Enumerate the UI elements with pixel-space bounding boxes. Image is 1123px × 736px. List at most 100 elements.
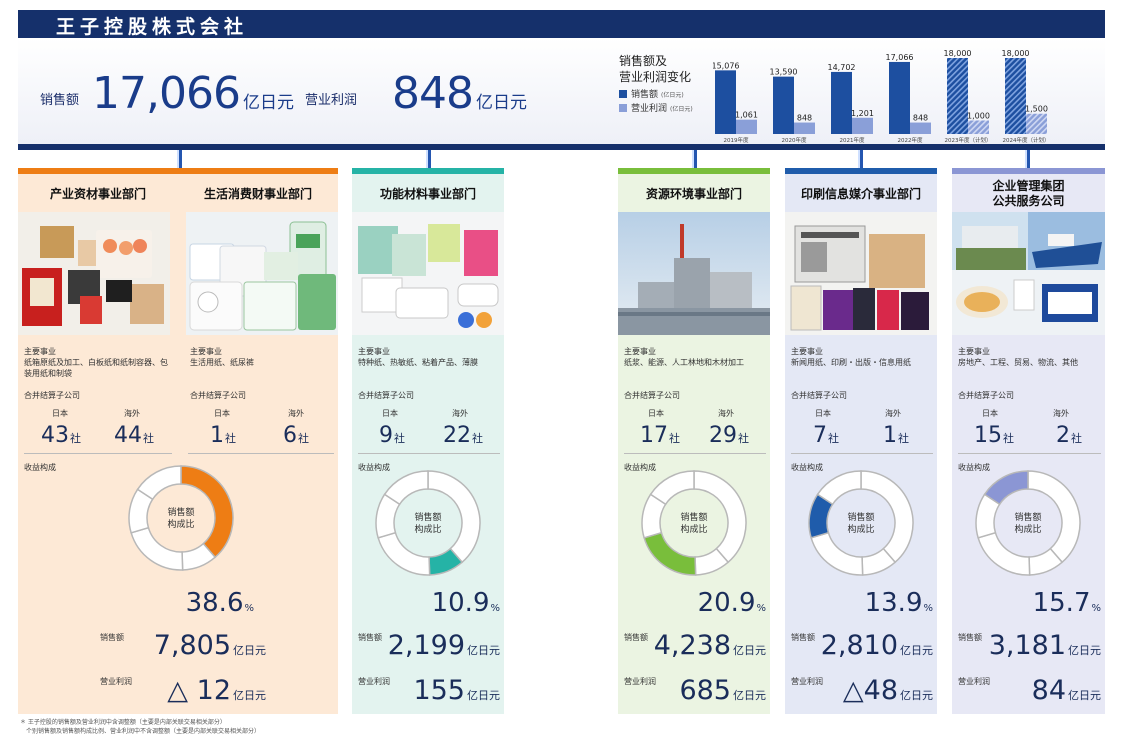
share-label: 收益构成 [24, 463, 56, 472]
biz-description: 纸浆、能源、人工林地和木材加工 [624, 358, 744, 367]
overseas-label: 海外 [718, 409, 734, 418]
japan-label: 日本 [648, 409, 664, 418]
company-title: 王子控股株式会社 [56, 16, 249, 38]
donut-center-label: 销售额 [414, 511, 441, 523]
sales-bar [1005, 58, 1026, 134]
share-label: 收益构成 [958, 463, 990, 472]
japan-count: 9社 [379, 423, 405, 448]
biz-label: 主要事业 [358, 347, 390, 356]
overseas-label: 海外 [288, 409, 304, 418]
profit-bar-label: 1,061 [735, 111, 758, 120]
total-sales-value: 17,066 亿日元 [92, 68, 294, 119]
donut-center-label: 销售额 [167, 506, 194, 518]
sales-bar-label: 18,000 [944, 49, 972, 58]
divider [188, 453, 334, 454]
division-heading: 企业管理集团 公共服务公司 [992, 179, 1065, 208]
subsidiaries-label: 合并结算子公司 [24, 391, 80, 400]
share-percent: 13.9% [864, 588, 933, 618]
profit-bar-label: 1,201 [851, 109, 874, 118]
donut-center-label: 构成比 [1014, 523, 1041, 535]
sales-label: 销售额 [358, 633, 382, 642]
connector-1 [177, 150, 182, 168]
overseas-label: 海外 [885, 409, 901, 418]
japan-count: 1社 [210, 423, 236, 448]
footnote-2: 个别销售额及销售额构成比例、营业利润中不含调整额（主要是内部关联交易相关部分） [26, 728, 261, 735]
overseas-count: 2社 [1056, 423, 1082, 448]
footnote-1: ＊ 王子控股的销售额及营业利润中含调整额（主要是内部关联交易相关部分） [20, 719, 226, 726]
donut-segment [816, 470, 862, 506]
section-bar-resources [618, 168, 770, 174]
biz-description: 新闻用纸、印刷・出版・信息用纸 [791, 358, 911, 367]
subsidiaries-label: 合并结算子公司 [190, 391, 246, 400]
section-bar-industrial [18, 168, 338, 174]
donut-center-label: 构成比 [680, 523, 707, 535]
sales-profit-bar-chart: 15,076 1,061 2019年度 13,590 848 2020年度 14,702 1,… [713, 49, 1050, 144]
division-heading: 生活消费财事业部门 [203, 187, 312, 201]
overseas-count: 44社 [114, 423, 154, 448]
category-tick-label: 2019年度 [724, 136, 749, 144]
connector-2 [426, 150, 431, 168]
photo-shared-services [952, 212, 1105, 335]
section-bar-printing [785, 168, 937, 174]
donut-segment [130, 526, 184, 571]
legend-sales: 销售额 (亿日元) [619, 87, 684, 100]
japan-label: 日本 [815, 409, 831, 418]
category-tick-label: 2020年度 [782, 136, 807, 144]
profit-bar [968, 120, 989, 134]
sales-bar-label: 18,000 [1002, 49, 1030, 58]
subsidiaries-label: 合并结算子公司 [624, 391, 680, 400]
subsidiaries-label: 合并结算子公司 [358, 391, 414, 400]
share-percent: 15.7% [1032, 588, 1101, 618]
profit-label: 营业利润 [958, 677, 990, 686]
mini-chart-title: 销售额及 营业利润变化 [619, 53, 739, 85]
connector-3 [692, 150, 697, 168]
biz-label: 主要事业 [791, 347, 823, 356]
overseas-label: 海外 [1053, 409, 1069, 418]
share-percent: 20.9% [697, 588, 766, 618]
donut-segment [383, 470, 429, 506]
sales-label: 销售额 [624, 633, 648, 642]
japan-label: 日本 [52, 409, 68, 418]
share-donut: 销售额 构成比 [375, 470, 481, 576]
biz-label: 主要事业 [958, 347, 990, 356]
profit-value: △48 亿日元 [842, 675, 933, 706]
overseas-count: 22社 [443, 423, 483, 448]
japan-label: 日本 [382, 409, 398, 418]
profit-value: △ 12 亿日元 [167, 675, 266, 706]
biz-label: 主要事业 [624, 347, 656, 356]
share-label: 收益构成 [358, 463, 390, 472]
connector-4 [858, 150, 863, 168]
divider [358, 453, 500, 454]
subsidiaries-label: 合并结算子公司 [791, 391, 847, 400]
biz-description: 纸箱原纸及加工、白板纸和纸制容器、包装用纸和制袋 [24, 358, 168, 378]
profit-bar [910, 122, 931, 134]
biz-description: 生活用纸、纸尿裤 [190, 358, 254, 367]
category-tick-label: 2022年度 [898, 136, 923, 144]
photo-newspapers [785, 212, 937, 335]
sales-bar [773, 76, 794, 134]
profit-bar [794, 122, 815, 134]
japan-label: 日本 [214, 409, 230, 418]
connector-5 [1025, 150, 1030, 168]
profit-bar-label: 848 [797, 114, 812, 123]
photo-power-plant [618, 212, 770, 335]
profit-label: 营业利润 [100, 677, 132, 686]
donut-center-label: 销售额 [1014, 511, 1041, 523]
divider [791, 453, 933, 454]
profit-label: 营业利润 [358, 677, 390, 686]
overseas-count: 29社 [709, 423, 749, 448]
donut-highlight-segment [983, 470, 1029, 506]
donut-center-label: 构成比 [167, 518, 194, 530]
sales-value: 3,181 亿日元 [988, 630, 1101, 661]
category-tick-label: 2023年度（计划） [945, 136, 992, 144]
total-profit-label: 营业利润 [305, 93, 358, 108]
share-donut: 销售额 构成比 [975, 470, 1081, 576]
subsidiaries-label: 合并结算子公司 [958, 391, 1014, 400]
summary-band: 销售额 17,066 亿日元 营业利润 848 亿日元 销售额及 营业利润变化 销售… [18, 38, 1105, 144]
share-donut: 销售额 构成比 [128, 465, 234, 571]
division-heading: 产业资材事业部门 [49, 187, 146, 201]
sales-value: 7,805 亿日元 [153, 630, 266, 661]
product-photo-packaging [18, 212, 170, 335]
overseas-count: 6社 [283, 423, 309, 448]
sales-value: 4,238 亿日元 [653, 630, 766, 661]
